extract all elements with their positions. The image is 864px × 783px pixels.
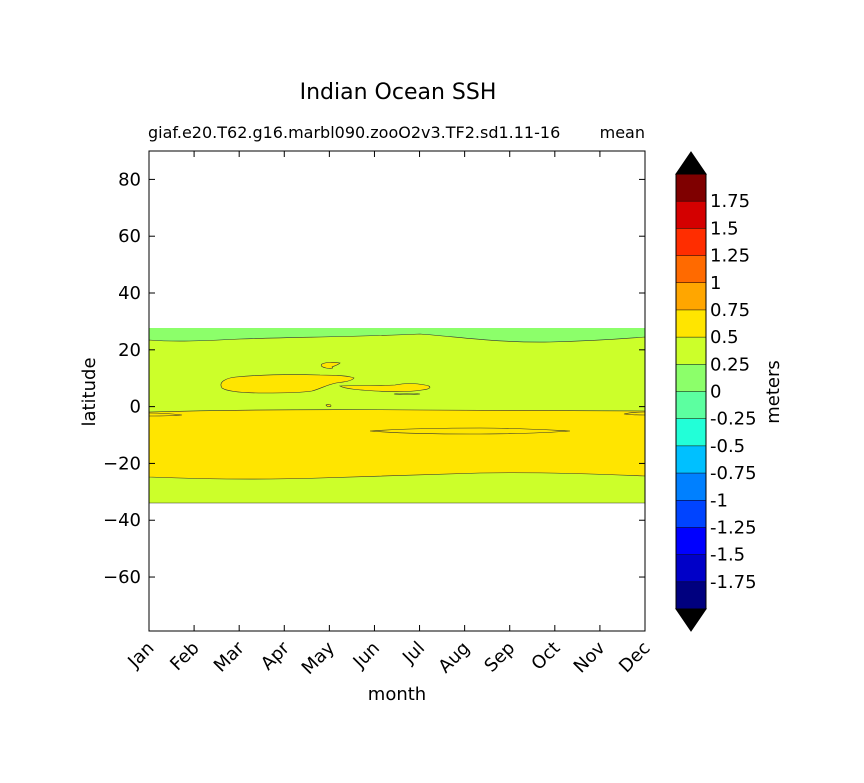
chart-subtitle-right: mean xyxy=(600,123,645,142)
y-tick-label: 40 xyxy=(118,283,141,304)
x-tick-label: Jan xyxy=(123,638,158,673)
x-axis-label: month xyxy=(368,684,426,705)
colorbar-tick-label: 1.5 xyxy=(710,218,739,239)
x-tick-label: Jul xyxy=(398,638,429,669)
colorbar: 1.75 1.5 1.25 1 0.75 0.5 0.25 0 -0.25 -0.5 -0.75 -1… xyxy=(675,151,757,632)
y-tick-label: −20 xyxy=(103,453,141,474)
region-island-3 xyxy=(320,362,341,369)
colorbar-segment xyxy=(676,201,706,229)
colorbar-segment xyxy=(676,581,706,609)
colorbar-label: meters xyxy=(763,360,784,424)
x-tick-label: Mar xyxy=(210,637,249,676)
x-tick-label: Jun xyxy=(349,638,384,673)
colorbar-tick-label: 0 xyxy=(710,382,721,403)
x-tick-label: Aug xyxy=(434,638,474,678)
x-tick-label: Dec xyxy=(615,638,654,677)
x-tick-label: Feb xyxy=(166,638,203,675)
colorbar-tick-label: -1.5 xyxy=(710,545,745,566)
colorbar-tick-label: -1.25 xyxy=(710,517,757,538)
colorbar-segment xyxy=(676,554,706,582)
colorbar-segment xyxy=(676,364,706,392)
y-tick-label: 20 xyxy=(118,340,141,361)
region-band-0.5-0.75 xyxy=(148,409,646,480)
colorbar-segment xyxy=(676,391,706,419)
colorbar-tick-label: 1.75 xyxy=(710,191,750,212)
colorbar-segment xyxy=(676,445,706,474)
plot-frame xyxy=(148,150,646,632)
colorbar-extend-bottom xyxy=(675,608,707,632)
colorbar-tick-label: 0.5 xyxy=(710,327,739,348)
colorbar-segment xyxy=(676,255,706,283)
chart-title: Indian Ocean SSH xyxy=(300,80,497,105)
colorbar-segment xyxy=(676,527,706,555)
colorbar-segment xyxy=(676,500,706,528)
colorbar-segment xyxy=(676,418,706,446)
y-tick-label: 0 xyxy=(130,397,141,418)
region-island-5 xyxy=(393,392,421,396)
colorbar-segment xyxy=(676,282,706,310)
colorbar-tick-label: 1.25 xyxy=(710,246,750,267)
colorbar-segment xyxy=(676,337,706,365)
colorbar-tick-label: -0.5 xyxy=(710,436,745,457)
colorbar-tick-label: -0.75 xyxy=(710,463,757,484)
plot-area xyxy=(148,150,646,632)
y-axis-label: latitude xyxy=(79,357,100,426)
y-tick-label: 60 xyxy=(118,226,141,247)
colorbar-extend-top xyxy=(675,151,707,175)
colorbar-tick-label: 1 xyxy=(710,273,721,294)
region-island-4 xyxy=(325,404,332,407)
x-tick-label: Apr xyxy=(257,637,294,674)
y-tick-label: 80 xyxy=(118,169,141,190)
y-tick-label: −60 xyxy=(103,567,141,588)
colorbar-segment xyxy=(676,309,706,338)
colorbar-tick-label: 0.75 xyxy=(710,300,750,321)
y-tick-label: −40 xyxy=(103,510,141,531)
x-tick-label: May xyxy=(298,637,339,678)
contour-line-1 xyxy=(369,427,571,435)
colorbar-tick-label: 0.25 xyxy=(710,354,750,375)
colorbar-segment xyxy=(676,473,706,501)
chart-subtitle-left: giaf.e20.T62.g16.marbl090.zooO2v3.TF2.sd… xyxy=(148,123,560,142)
y-axis: 80 60 40 20 0 −20 −40 −60 xyxy=(103,169,645,588)
x-tick-label: Nov xyxy=(570,637,610,677)
colorbar-tick-label: -0.25 xyxy=(710,409,757,430)
colorbar-tick-label: -1 xyxy=(710,490,728,511)
contour-line-3 xyxy=(623,411,646,416)
colorbar-segment xyxy=(676,228,706,256)
x-tick-label: Oct xyxy=(527,638,564,675)
contour-line-2 xyxy=(148,412,183,417)
x-tick-label: Sep xyxy=(480,638,519,677)
region-island-2 xyxy=(338,383,431,392)
colorbar-tick-label: -1.75 xyxy=(710,572,757,593)
colorbar-segment xyxy=(676,174,706,202)
region-island-1 xyxy=(220,374,355,394)
